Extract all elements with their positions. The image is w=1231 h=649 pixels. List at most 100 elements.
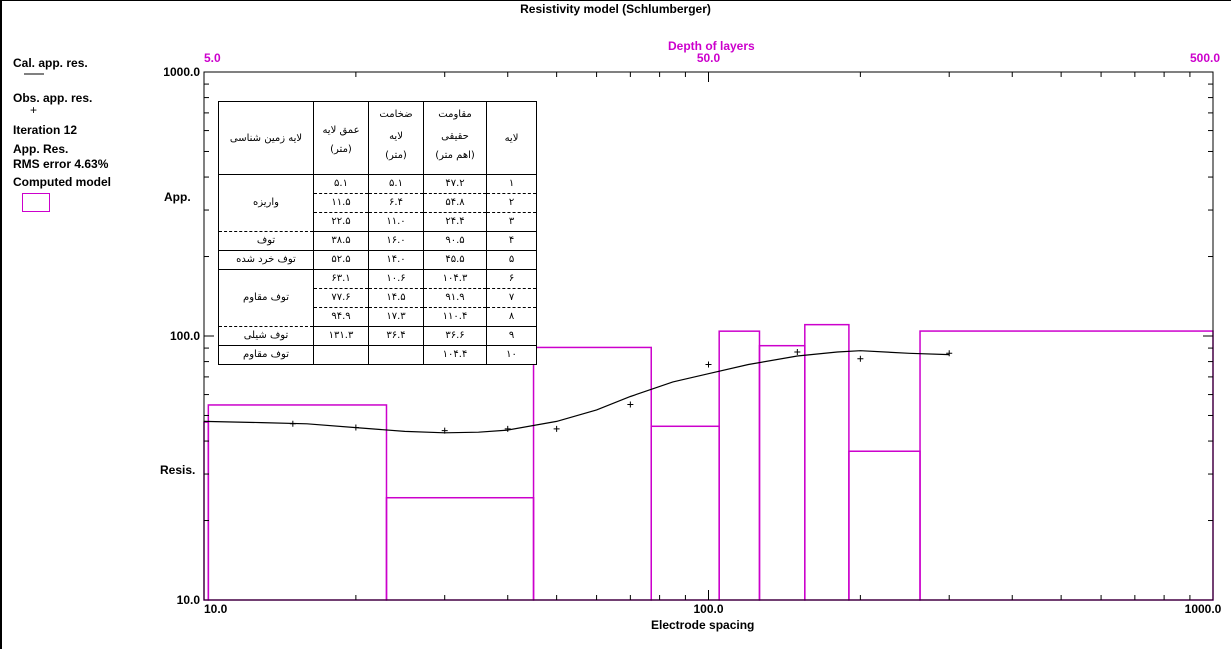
table-cell: ۱۴.۰ <box>368 250 424 270</box>
computed-model-legend-icon <box>22 193 50 212</box>
table-cell: ۱۳۱.۳ <box>313 326 369 346</box>
table-row: ۴ ۹۰.۵ ۱۶.۰ ۳۸.۵ توف <box>218 231 537 251</box>
cal-app-res-label: Cal. app. res. <box>13 56 88 70</box>
cal-line-legend-icon <box>24 73 44 75</box>
table-header-depth: عمق لایه (متر) <box>313 101 369 175</box>
table-row: ۸ ۱۱۰.۴ ۱۷.۳ ۹۴.۹ <box>219 307 537 327</box>
table-header-depth-text: عمق لایه <box>322 124 360 136</box>
y-axis-label-bottom: Resis. <box>160 463 196 477</box>
table-geology-cell: توف شیلی <box>218 326 314 346</box>
table-header-thickness: ضخامت لایه (متر) <box>368 101 424 175</box>
observed-point <box>857 355 864 362</box>
observed-point <box>705 361 712 368</box>
table-row: ۶ ۱۰۴.۳ ۱۰.۶ ۶۳.۱ توف مقاوم <box>218 269 537 327</box>
table-cell: ۱۴.۵ <box>368 288 424 308</box>
x-tick-label: 10.0 <box>204 602 228 616</box>
table-cell: ۹۱.۹ <box>423 288 487 308</box>
table-geology-cell: توف مقاوم <box>218 269 314 327</box>
model-layer-box <box>804 323 850 601</box>
x-tick-label: 100.0 <box>693 602 723 616</box>
chart-title: Resistivity model (Schlumberger) <box>520 2 711 16</box>
table-cell: ۲ <box>486 193 537 213</box>
table-cell: ۷ <box>486 288 537 308</box>
iteration-label: Iteration 12 <box>13 123 78 137</box>
table-cell: ۵۴.۸ <box>423 193 487 213</box>
table-cell: ۱۷.۳ <box>368 307 424 327</box>
y-tick-label: 1000.0 <box>163 65 200 79</box>
table-row: ۳ ۲۴.۴ ۱۱.۰ ۲۲.۵ <box>219 212 537 232</box>
table-cell: ۱۱۰.۴ <box>423 307 487 327</box>
table-cell: ۱ <box>486 174 537 194</box>
table-header-resistivity-text: مقاومت حقیقی <box>438 109 472 142</box>
rms-error-label: RMS error 4.63% <box>13 157 109 171</box>
table-row: ۱۰ ۱۰۴.۴ توف مقاوم <box>218 345 537 365</box>
table-cell: ۴۵.۵ <box>423 250 487 270</box>
model-layer-box <box>207 404 388 601</box>
table-header-resistivity: مقاومت حقیقی (اهم متر) <box>423 101 487 175</box>
table-cell: ۱۱.۵ <box>313 193 369 213</box>
table-cell: ۱۰۴.۴ <box>423 345 487 365</box>
table-cell: ۹ <box>486 326 537 346</box>
table-unit-thickness: (متر) <box>385 150 407 161</box>
table-cell: ۵ <box>486 250 537 270</box>
table-row: ۱ ۴۷.۲ ۵.۱ ۵.۱ واریزه <box>218 174 537 232</box>
table-geology-cell: توف <box>218 231 314 251</box>
observed-point <box>794 348 801 355</box>
computed-model-label: Computed model <box>13 175 111 189</box>
table-cell: ۳ <box>486 212 537 232</box>
model-layer-box <box>919 330 1214 601</box>
table-row: ۵ ۴۵.۵ ۱۴.۰ ۵۲.۵ توف خرد شده <box>218 250 537 270</box>
table-cell: ۹۰.۵ <box>423 231 487 251</box>
table-cell <box>368 345 424 365</box>
table-cell: ۱۶.۰ <box>368 231 424 251</box>
table-unit-depth: (متر) <box>330 143 352 155</box>
table-cell: ۳۶.۶ <box>423 326 487 346</box>
table-row: ۹ ۳۶.۶ ۳۶.۴ ۱۳۱.۳ توف شیلی <box>218 326 537 346</box>
y-axis-label-top: App. <box>164 190 191 204</box>
table-cell: ۵.۱ <box>368 174 424 194</box>
observed-point <box>627 401 634 408</box>
table-cell: ۶.۴ <box>368 193 424 213</box>
observed-point <box>352 424 359 431</box>
obs-app-res-label: Obs. app. res. <box>13 91 93 105</box>
top-tick-label: 5.0 <box>204 51 221 65</box>
table-cell: ۴۷.۲ <box>423 174 487 194</box>
table-unit-resistivity: (اهم متر) <box>435 150 475 161</box>
table-geology-cell: توف خرد شده <box>218 250 314 270</box>
table-header-layer: لایه <box>486 101 537 175</box>
top-tick-label: 50.0 <box>697 51 721 65</box>
table-cell: ۹۴.۹ <box>313 307 369 327</box>
table-cell: ۱۱.۰ <box>368 212 424 232</box>
model-layer-box <box>532 346 652 601</box>
model-layer-box <box>718 330 761 601</box>
top-axis-title: Depth of layers <box>668 39 755 53</box>
table-cell: ۶ <box>486 269 537 289</box>
table-header-geology: لایه زمین شناسی <box>218 101 314 175</box>
table-cell: ۱۰ <box>486 345 537 365</box>
table-cell: ۶۳.۱ <box>313 269 369 289</box>
layer-table: لایه مقاومت حقیقی (اهم متر) ضخامت لایه (… <box>218 101 537 365</box>
table-row: ۷ ۹۱.۹ ۱۴.۵ ۷۷.۶ <box>219 288 537 308</box>
table-cell: ۵۲.۵ <box>313 250 369 270</box>
table-cell: ۷۷.۶ <box>313 288 369 308</box>
y-tick-label: 100.0 <box>170 329 200 343</box>
app-res-label: App. Res. <box>13 142 69 156</box>
table-geology-cell: توف مقاوم <box>218 345 314 365</box>
top-tick-label: 500.0 <box>1190 51 1220 65</box>
observed-point <box>553 425 560 432</box>
table-cell: ۵.۱ <box>313 174 369 194</box>
table-row: ۲ ۵۴.۸ ۶.۴ ۱۱.۵ <box>219 193 537 213</box>
observed-point <box>504 425 511 432</box>
model-layer-box <box>848 450 921 601</box>
table-cell: ۱۰.۶ <box>368 269 424 289</box>
observed-point <box>289 420 296 427</box>
table-cell: ۲۲.۵ <box>313 212 369 232</box>
model-layer-box <box>385 496 535 601</box>
model-layer-box <box>650 425 720 601</box>
table-header-thickness-text: ضخامت لایه <box>379 109 413 142</box>
observed-point <box>946 350 953 357</box>
model-layer-box <box>758 344 806 601</box>
x-tick-label: 1000.0 <box>1185 602 1222 616</box>
